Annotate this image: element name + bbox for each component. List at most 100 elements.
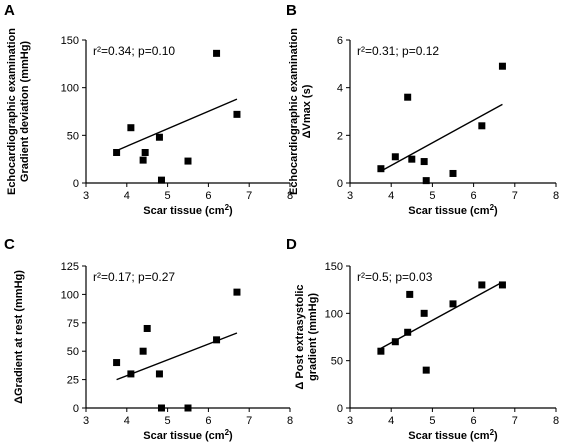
y-tick-label: 4 [337, 83, 343, 95]
data-point [408, 155, 416, 163]
data-point [449, 169, 457, 177]
data-point [498, 62, 506, 70]
y-tick-label: 150 [61, 35, 79, 47]
data-point [404, 328, 412, 336]
data-point [143, 324, 151, 332]
data-point [391, 153, 399, 161]
y-axis-label: Gradient deviation (mmHg) [19, 41, 31, 183]
stat-annotation: r²=0.34; p=0.10 [93, 44, 175, 58]
x-tick-label: 7 [246, 415, 252, 427]
x-tick-label: 8 [287, 415, 293, 427]
data-point [113, 148, 121, 156]
data-point [141, 148, 149, 156]
x-tick-label: 8 [553, 415, 559, 427]
y-tick-label: 25 [67, 375, 79, 387]
y-tick-label: 100 [61, 83, 79, 95]
stat-annotation: r²=0.5; p=0.03 [357, 270, 433, 284]
y-tick-label: 100 [61, 289, 79, 301]
y-tick-label: 0 [337, 403, 343, 415]
data-point [139, 156, 147, 164]
data-point [420, 158, 428, 166]
data-point [157, 176, 165, 184]
chart-panel-a: A 3 4 5 6 7 8 0 50 100 150 Scar tissue (cm2) Echocar… [4, 2, 293, 217]
x-axis-label: Scar tissue (cm2) [408, 428, 498, 442]
data-point [404, 93, 412, 101]
panel-label: D [286, 236, 297, 253]
data-point [184, 157, 192, 165]
data-point [478, 122, 486, 130]
x-tick-label: 3 [83, 415, 89, 427]
x-tick-label: 3 [347, 415, 353, 427]
y-tick-label: 75 [67, 318, 79, 330]
x-tick-label: 6 [471, 415, 477, 427]
x-tick-label: 6 [205, 190, 211, 202]
y-tick-label: 50 [67, 346, 79, 358]
x-tick-label: 7 [246, 190, 252, 202]
y-tick-label: 2 [337, 130, 343, 142]
data-point [233, 110, 241, 118]
data-point [127, 124, 135, 132]
x-tick-label: 6 [205, 415, 211, 427]
data-point [113, 359, 121, 367]
data-point [213, 49, 221, 57]
stat-annotation: r²=0.17; p=0.27 [93, 270, 175, 284]
data-point [184, 404, 192, 412]
data-point [420, 309, 428, 317]
y-tick-label: 50 [331, 356, 343, 368]
y-axis-label: ΔVmax (s) [301, 84, 313, 138]
y-tick-label: 150 [325, 261, 343, 273]
x-tick-label: 3 [347, 190, 353, 202]
panel-label: A [4, 2, 15, 19]
x-tick-label: 5 [429, 190, 435, 202]
data-point [139, 347, 147, 355]
x-tick-label: 5 [429, 415, 435, 427]
chart-panel-d: D 3 4 5 6 7 8 0 50 100 150 Scar tissue (cm2) Δ Post … [286, 236, 559, 442]
regression-line [380, 103, 503, 172]
x-tick-label: 4 [124, 190, 130, 202]
y-axis-label: Echocardiographic examination [6, 28, 18, 195]
y-tick-label: 0 [73, 403, 79, 415]
regression-line [380, 281, 503, 349]
x-axis-label: Scar tissue (cm2) [143, 203, 233, 217]
x-tick-label: 3 [83, 190, 89, 202]
data-point [233, 288, 241, 296]
y-tick-label: 100 [325, 308, 343, 320]
panel-label: B [286, 2, 297, 19]
y-tick-label: 0 [337, 178, 343, 190]
data-point [498, 281, 506, 289]
data-point [449, 300, 457, 308]
data-point [127, 370, 135, 378]
data-point [422, 177, 430, 185]
data-point [478, 281, 486, 289]
x-axis-label: Scar tissue (cm2) [143, 428, 233, 442]
y-tick-label: 6 [337, 35, 343, 47]
data-point [406, 290, 414, 298]
data-point [157, 404, 165, 412]
data-point [213, 336, 221, 344]
x-tick-label: 6 [471, 190, 477, 202]
y-tick-label: 125 [61, 261, 79, 273]
panel-label: C [4, 236, 15, 253]
x-tick-label: 8 [287, 190, 293, 202]
data-point [377, 165, 385, 173]
x-tick-label: 7 [512, 415, 518, 427]
x-tick-label: 8 [553, 190, 559, 202]
x-tick-label: 4 [388, 190, 394, 202]
x-tick-label: 5 [165, 415, 171, 427]
y-tick-label: 0 [73, 178, 79, 190]
stat-annotation: r²=0.31; p=0.12 [357, 44, 439, 58]
data-point [422, 366, 430, 374]
y-axis-label: gradient (mmHg) [307, 293, 319, 381]
y-axis-label: ΔGradient at rest (mmHg) [13, 270, 25, 404]
chart-panel-c: C 3 4 5 6 7 8 0 25 50 75 100 125 Scar tissue (cm2) ΔGr… [4, 236, 293, 442]
y-axis-label: Δ Post extrasystolic [294, 284, 306, 389]
data-point [155, 133, 163, 141]
data-point [377, 347, 385, 355]
x-tick-label: 7 [512, 190, 518, 202]
x-axis-label: Scar tissue (cm2) [408, 203, 498, 217]
data-point [391, 338, 399, 346]
regression-line [116, 98, 238, 152]
x-tick-label: 5 [165, 190, 171, 202]
